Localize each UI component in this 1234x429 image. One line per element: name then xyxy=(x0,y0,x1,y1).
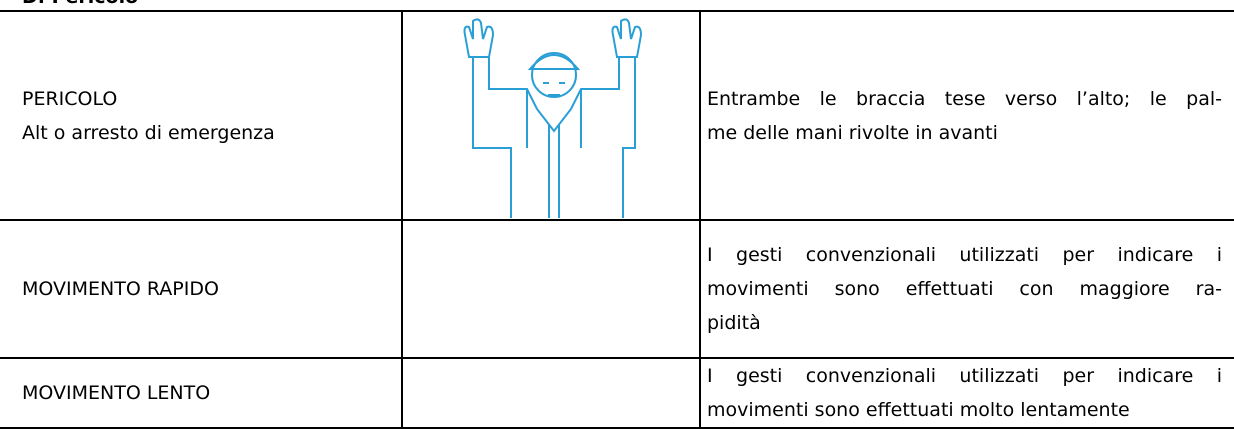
figure-cell xyxy=(401,219,701,359)
description-line: me delle mani rivolte in avanti xyxy=(707,121,998,144)
face xyxy=(543,82,565,96)
description-line: pidità xyxy=(707,312,761,334)
head xyxy=(531,52,577,98)
figure-cell xyxy=(401,10,701,221)
table-row: PERICOLO Alt o arresto di emergenza Entra… xyxy=(0,10,1234,221)
inner-arms xyxy=(488,57,620,110)
description-cell: Entrambe le braccia tese verso l’alto; l… xyxy=(700,10,1234,221)
signal-line: Alt o arresto di emergenza xyxy=(22,121,275,144)
signal-line: MOVIMENTO LENTO xyxy=(22,382,211,404)
figure-cell xyxy=(401,357,701,429)
signal-cell: PERICOLO Alt o arresto di emergenza xyxy=(0,10,402,221)
description-line: movimenti sono effettuati molto lentamen… xyxy=(707,399,1130,421)
signal-line: PERICOLO xyxy=(22,87,118,110)
right-mitten xyxy=(611,18,643,58)
signal-figure xyxy=(463,18,643,218)
table-body: PERICOLO Alt o arresto di emergenza Entra… xyxy=(0,10,1234,429)
description-line: I gesti convenzionali utilizzati per ind… xyxy=(707,244,1222,266)
coat-opening xyxy=(536,108,572,218)
description-line: Entrambe le braccia tese verso l’alto; l… xyxy=(707,87,1222,110)
signal-table: PERICOLO Alt o arresto di emergenza Entra… xyxy=(0,10,1234,429)
signal-cell: MOVIMENTO LENTO xyxy=(0,357,402,429)
table-row: MOVIMENTO RAPIDO I gesti convenzionali ut… xyxy=(0,219,1234,359)
description-cell: I gesti convenzionali utilizzati per ind… xyxy=(700,357,1234,429)
description-cell: I gesti convenzionali utilizzati per ind… xyxy=(700,219,1234,359)
sleeves xyxy=(526,89,582,148)
description-line: movimenti sono effettuati con maggiore r… xyxy=(707,278,1222,300)
coat-outline xyxy=(472,57,636,218)
signal-cell: MOVIMENTO RAPIDO xyxy=(0,219,402,359)
helmet xyxy=(527,54,581,70)
left-mitten xyxy=(463,18,495,58)
signal-line: MOVIMENTO RAPIDO xyxy=(22,278,219,300)
section-title: D. Pericolo xyxy=(22,0,138,8)
table-row: MOVIMENTO LENTO I gesti convenzionali uti… xyxy=(0,357,1234,429)
description-line: I gesti convenzionali utilizzati per ind… xyxy=(707,365,1222,387)
